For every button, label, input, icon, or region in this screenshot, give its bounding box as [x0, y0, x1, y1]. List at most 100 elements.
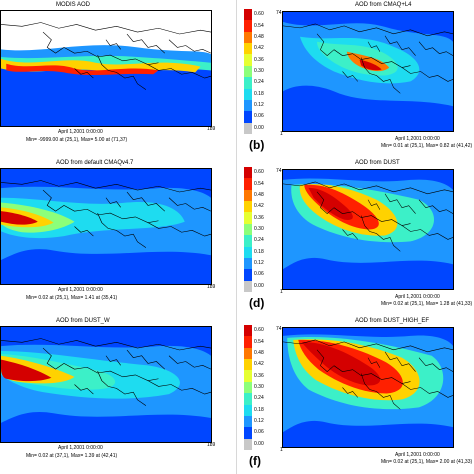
colorbar-swatch — [244, 201, 252, 213]
coastline — [360, 215, 401, 252]
coastline — [283, 339, 453, 353]
coastline — [360, 57, 401, 94]
coastline — [384, 193, 416, 214]
panel-minmax: Min= -9999.00 at (25,1), Max= 5.00 at (7… — [26, 137, 128, 143]
colorbar-swatch — [244, 111, 252, 124]
colorbar-tick-label: 0.30 — [254, 226, 264, 232]
colorbar-tick-label: 0.18 — [254, 90, 264, 97]
coastline — [168, 197, 211, 212]
colorbar-swatch — [244, 189, 252, 202]
colorbar-tick-label: 0.42 — [254, 203, 264, 210]
coastline — [168, 39, 211, 54]
map-panel: MODIS AOD 189 April 1,2001 0:00:00 Min= -99… — [0, 0, 237, 158]
aod-map — [282, 327, 454, 448]
aod-map — [0, 326, 212, 443]
coastline — [126, 191, 166, 212]
colorbar-swatch — [244, 381, 252, 394]
colorbar-swatch — [244, 427, 252, 440]
aod-contour — [308, 187, 353, 220]
coastline — [105, 355, 121, 366]
panel-date: April 1,2001 0:00:00 — [395, 452, 440, 458]
coastline — [42, 31, 65, 54]
colorbar-tick-label: 0.06 — [254, 271, 264, 278]
colorbar-tick-label: 0.54 — [254, 22, 264, 29]
panel-title: AOD from default CMAQv4.7 — [56, 160, 134, 166]
panel-minmax: Min= 0.02 at (37,1), Max= 1.39 at (42,41… — [26, 453, 118, 459]
aod-contour — [301, 341, 381, 386]
grid-axis-number: 1 — [280, 131, 283, 137]
panel-date: April 1,2001 0:00:00 — [395, 294, 440, 300]
colorbar-swatch — [244, 359, 252, 371]
grid-axis-number: 1 — [280, 289, 283, 295]
colorbar-tick-label: 0.60 — [254, 169, 264, 176]
colorbar-swatch — [244, 269, 252, 282]
aod-contour — [1, 211, 38, 225]
map-panel: AOD from DUST 0.60 0.54 0.48 0.42 0.36 0.30 0.2… — [237, 158, 474, 316]
coastline — [63, 47, 159, 65]
colorbar-tick-label: 0.60 — [254, 11, 264, 18]
colorbar-tick-label: 0.30 — [254, 384, 264, 390]
colorbar-swatch — [244, 43, 252, 55]
coastline — [74, 384, 94, 395]
panel-minmax: Min= 0.01 at (25,1), Max= 0.82 at (41,42… — [381, 143, 473, 149]
colorbar-tick-label: 0.36 — [254, 372, 264, 379]
colorbar-swatch — [244, 212, 252, 225]
panel-date: April 1,2001 0:00:00 — [395, 136, 440, 142]
colorbar-tick-label: 0.48 — [254, 33, 264, 40]
coastline — [97, 54, 147, 90]
coastline — [105, 197, 121, 208]
panel-letter-label: (f) — [249, 454, 261, 468]
colorbar-swatch — [244, 88, 252, 101]
panel-divider — [236, 0, 237, 474]
coastline — [384, 35, 416, 56]
panel-letter-label: (d) — [249, 296, 265, 310]
coastline — [283, 181, 453, 195]
colorbar-tick-label: 0.12 — [254, 418, 264, 425]
aod-contour — [22, 11, 127, 37]
coastline — [418, 41, 453, 56]
coastline — [367, 199, 381, 210]
colorbar-tick-label: 0.30 — [254, 68, 264, 74]
aod-contour — [1, 87, 211, 126]
coastline — [418, 357, 453, 372]
panel-title: AOD from DUST_HIGH_EF — [355, 318, 430, 324]
coastline — [63, 363, 159, 381]
aod-field — [1, 169, 211, 284]
colorbar-swatch — [244, 235, 252, 248]
colorbar-swatch — [244, 438, 252, 451]
aod-field — [283, 328, 453, 447]
aod-contour — [346, 51, 390, 72]
colorbar-swatch — [244, 77, 252, 90]
panel-minmax: Min= 0.02 at (25,1), Max= 1.28 at (41,33… — [381, 301, 473, 307]
colorbar-tick-label: 0.00 — [254, 282, 264, 289]
colorbar — [244, 9, 252, 135]
aod-map — [282, 169, 454, 290]
panel-title: AOD from DUST — [355, 160, 400, 166]
coastline — [418, 199, 453, 214]
panel-minmax: Min= 0.02 at (25,1), Max= 1.41 at (35,41… — [26, 295, 118, 301]
aod-map — [0, 168, 212, 285]
colorbar-swatch — [244, 393, 252, 406]
aod-contour — [6, 63, 159, 75]
coastline — [333, 49, 411, 68]
colorbar-tick-label: 0.48 — [254, 191, 264, 198]
colorbar-swatch — [244, 223, 252, 236]
coastline — [342, 71, 358, 82]
coastline — [342, 387, 358, 398]
panel-date: April 1,2001 0:00:00 — [58, 129, 103, 135]
coastline — [367, 41, 381, 52]
panel-date: April 1,2001 0:00:00 — [58, 287, 103, 293]
coastline — [105, 39, 121, 50]
colorbar-swatch — [244, 178, 252, 191]
coastline — [283, 23, 453, 37]
coastline — [97, 370, 147, 406]
aod-contour — [1, 359, 52, 382]
coastline — [1, 22, 211, 35]
colorbar-swatch — [244, 99, 252, 112]
panel-minmax: Min= 0.02 at (25,1), Max= 2.00 at (41,33… — [381, 459, 473, 465]
colorbar-tick-label: 0.06 — [254, 429, 264, 436]
coastline — [367, 357, 381, 368]
grid-axis-number: 189 — [207, 126, 216, 132]
colorbar-tick-label: 0.60 — [254, 327, 264, 334]
panel-letter-label: (b) — [249, 138, 265, 152]
